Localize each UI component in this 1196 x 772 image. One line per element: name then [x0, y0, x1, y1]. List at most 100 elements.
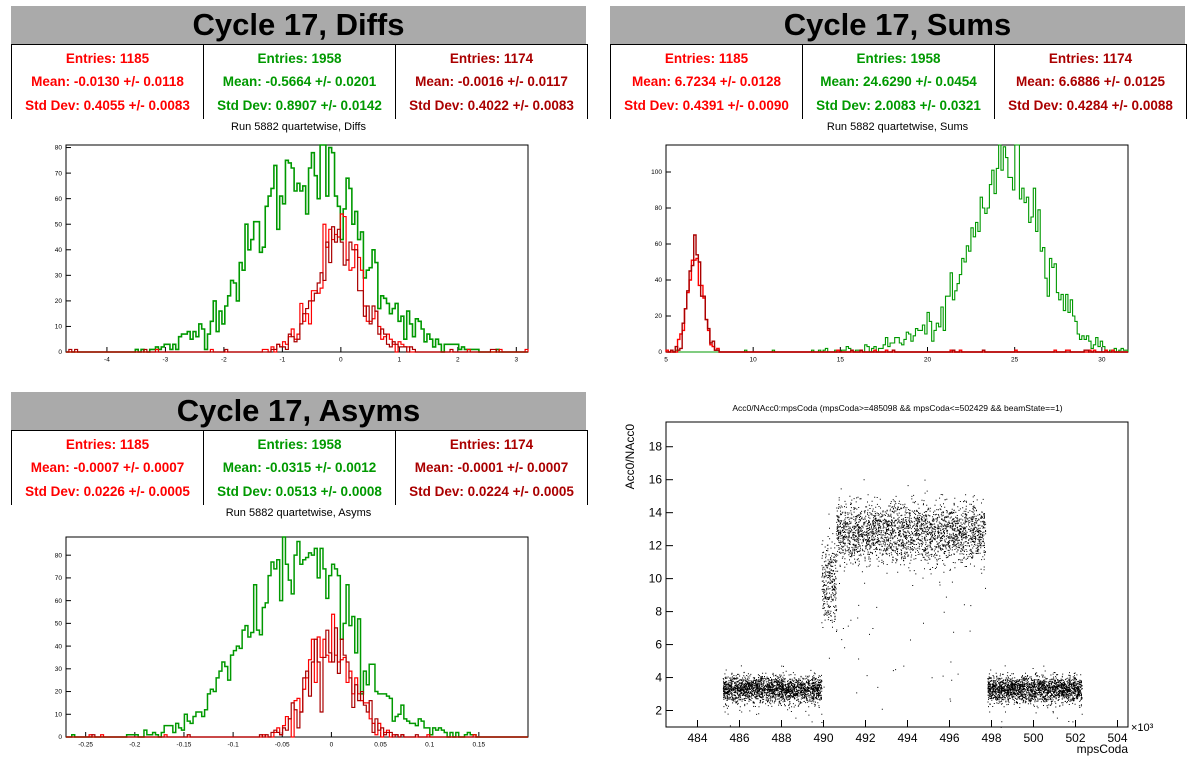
x-tick-label: -0.1: [228, 742, 240, 749]
sums-stats-box: Entries: 1185 Mean: 6.7234 +/- 0.0128 St…: [610, 44, 1187, 119]
stat-entries: Entries: 1174: [449, 437, 534, 453]
y-tick-label: 8: [655, 605, 662, 619]
diffs-stat-red: Entries: 1185 Mean: -0.0130 +/- 0.0118 S…: [12, 45, 204, 119]
y-tick-label: 80: [655, 205, 663, 212]
y-tick-label: 2: [655, 704, 662, 718]
diffs-series-0: [66, 144, 528, 353]
x-tick-label: 486: [729, 731, 749, 745]
asyms-stat-darkred: Entries: 1174 Mean: -0.0001 +/- 0.0007 S…: [396, 431, 587, 505]
asyms-stat-green: Entries: 1958 Mean: -0.0315 +/- 0.0012 S…: [204, 431, 396, 505]
x-tick-label: 15: [837, 357, 845, 364]
y-tick-label: 0: [58, 349, 62, 356]
y-tick-label: 40: [655, 277, 663, 284]
y-tick-label: 18: [649, 440, 663, 454]
stat-mean: Mean: -0.0016 +/- 0.0117: [415, 74, 568, 90]
stat-std: Std Dev: 2.0083 +/- 0.0321: [816, 97, 981, 113]
y-tick-label: 60: [55, 196, 63, 203]
x-tick-label: 504: [1107, 731, 1127, 745]
y-tick-label: 30: [55, 666, 63, 673]
x-tick-label: 0.05: [374, 742, 387, 749]
x-tick-label: 1: [398, 357, 402, 364]
x-axis-label: mpsCoda: [1077, 742, 1129, 756]
asyms-series-0: [66, 536, 528, 738]
scatter-frame: [665, 421, 1129, 728]
x-tick-label: 30: [1098, 357, 1106, 364]
y-tick-label: 0: [658, 349, 662, 356]
x-tick-label: 3: [514, 357, 518, 364]
x-tick-label: -0.2: [129, 742, 141, 749]
stat-mean: Mean: 24.6290 +/- 0.0454: [820, 74, 977, 90]
diffs-stats-box: Entries: 1185 Mean: -0.0130 +/- 0.0118 S…: [11, 44, 588, 119]
scatter-plot-title: Acc0/NAcc0:mpsCoda (mpsCoda>=485098 && m…: [732, 403, 1063, 413]
stat-entries: Entries: 1185: [65, 437, 150, 453]
x-tick-label: 502: [1065, 731, 1085, 745]
stat-entries: Entries: 1958: [257, 51, 342, 67]
asyms-frame: [65, 536, 529, 738]
y-tick-label: 10: [55, 711, 63, 718]
y-tick-label: 50: [55, 621, 63, 628]
sums-stat-red: Entries: 1185 Mean: 6.7234 +/- 0.0128 St…: [611, 45, 803, 119]
y-tick-label: 100: [651, 169, 662, 176]
stat-std: Std Dev: 0.8907 +/- 0.0142: [217, 97, 382, 113]
diffs-stat-green: Entries: 1958 Mean: -0.5664 +/- 0.0201 S…: [204, 45, 396, 119]
y-tick-label: 6: [655, 638, 662, 652]
diffs-series-1: [66, 213, 529, 353]
stat-std: Std Dev: 0.0513 +/- 0.0008: [217, 483, 382, 499]
x-tick-label: -4: [104, 357, 110, 364]
sums-stat-green: Entries: 1958 Mean: 24.6290 +/- 0.0454 S…: [803, 45, 995, 119]
stat-mean: Mean: -0.0130 +/- 0.0118: [31, 74, 184, 90]
stat-std: Std Dev: 0.0226 +/- 0.0005: [25, 483, 190, 499]
stat-std: Std Dev: 0.0224 +/- 0.0005: [409, 483, 574, 499]
x-tick-label: 20: [924, 357, 932, 364]
stat-mean: Mean: 6.6886 +/- 0.0125: [1016, 74, 1165, 90]
stat-std: Std Dev: 0.4284 +/- 0.0088: [1008, 97, 1173, 113]
stat-entries: Entries: 1958: [257, 437, 342, 453]
sums-plot-title: Run 5882 quartetwise, Sums: [826, 121, 969, 133]
stat-std: Std Dev: 0.4022 +/- 0.0083: [409, 97, 574, 113]
x-tick-label: -0.15: [177, 742, 192, 749]
y-tick-label: 16: [649, 473, 663, 487]
diffs-frame: [65, 144, 529, 353]
y-tick-label: 70: [55, 170, 63, 177]
x-tick-label: 0.1: [425, 742, 434, 749]
stat-mean: Mean: 6.7234 +/- 0.0128: [632, 74, 781, 90]
x-tick-label: 484: [687, 731, 707, 745]
asyms-plot-title: Run 5882 quartetwise, Asyms: [225, 507, 372, 519]
stat-entries: Entries: 1958: [856, 51, 941, 67]
sums-series-2: [666, 234, 1128, 353]
y-tick-label: 60: [55, 598, 63, 605]
x-tick-label: 490: [813, 731, 833, 745]
stat-std: Std Dev: 0.4391 +/- 0.0090: [624, 97, 789, 113]
y-tick-label: 80: [55, 145, 63, 152]
diffs-series-2: [66, 226, 528, 353]
diffs-plot-title: Run 5882 quartetwise, Diffs: [231, 121, 366, 133]
x-tick-label: 498: [981, 731, 1001, 745]
x-tick-label: 10: [750, 357, 758, 364]
x-tick-label: 488: [771, 731, 791, 745]
y-tick-label: 60: [655, 241, 663, 248]
stat-entries: Entries: 1185: [664, 51, 749, 67]
x-tick-label: 0.15: [473, 742, 486, 749]
diffs-stat-darkred: Entries: 1174 Mean: -0.0016 +/- 0.0117 S…: [396, 45, 587, 119]
y-tick-label: 20: [655, 313, 663, 320]
x-tick-label: 500: [1023, 731, 1043, 745]
y-tick-label: 80: [55, 552, 63, 559]
stat-std: Std Dev: 0.4055 +/- 0.0083: [25, 97, 190, 113]
stat-mean: Mean: -0.0315 +/- 0.0012: [222, 460, 377, 476]
stat-mean: Mean: -0.0001 +/- 0.0007: [414, 460, 569, 476]
sums-frame: [665, 144, 1129, 353]
x-tick-label: 494: [897, 731, 917, 745]
x-tick-label: 0: [330, 742, 334, 749]
y-tick-label: 70: [55, 575, 63, 582]
y-tick-label: 12: [649, 539, 663, 553]
scatter-points: [722, 479, 1083, 728]
x-tick-label: -2: [221, 357, 227, 364]
x-tick-label: -0.05: [275, 742, 290, 749]
x-tick-label: 25: [1011, 357, 1019, 364]
y-tick-label: 14: [649, 506, 663, 520]
y-tick-label: 10: [55, 324, 63, 331]
y-tick-label: 0: [58, 734, 62, 741]
asyms-stat-red: Entries: 1185 Mean: -0.0007 +/- 0.0007 S…: [12, 431, 204, 505]
stat-entries: Entries: 1174: [449, 51, 534, 67]
